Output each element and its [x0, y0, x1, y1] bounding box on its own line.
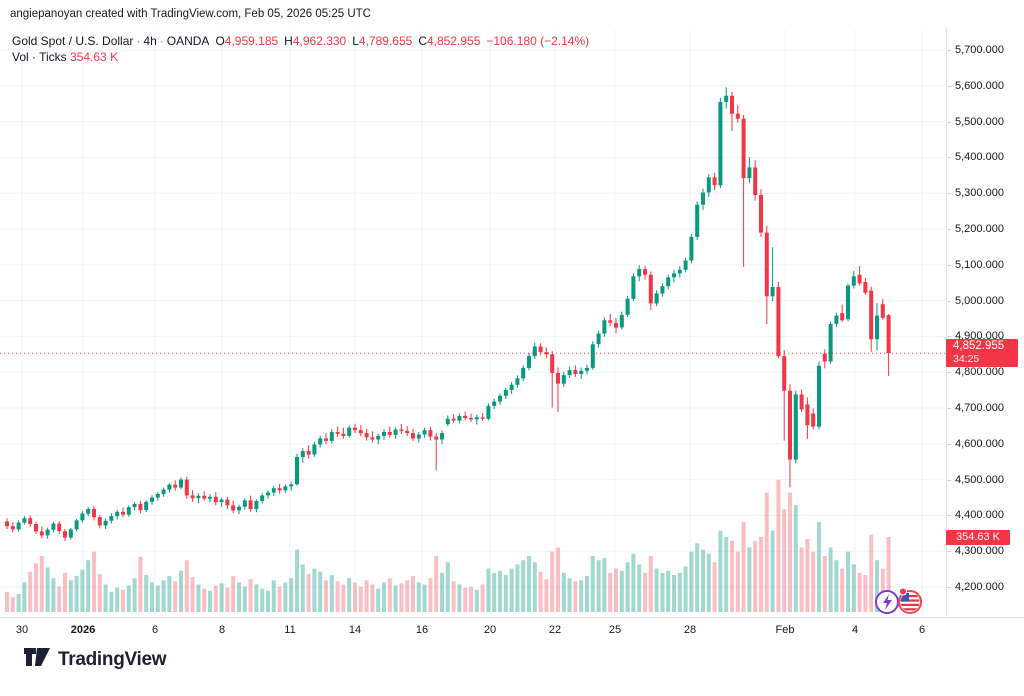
- price-axis-label: 5,400.000: [955, 151, 1004, 164]
- change-readout: −106.180 (−2.14%): [486, 34, 590, 48]
- price-axis-label: 4,500.000: [955, 473, 1004, 486]
- time-axis-label: 11: [284, 624, 296, 636]
- price-tick: [947, 229, 951, 230]
- time-axis-label: 4: [851, 624, 859, 636]
- time-axis-label: 28: [683, 624, 697, 636]
- symbol-title[interactable]: Gold Spot / U.S. Dollar: [12, 34, 134, 48]
- time-axis-label: 14: [348, 624, 362, 636]
- time-axis-label: 2026: [70, 624, 96, 636]
- price-tick: [947, 193, 951, 195]
- price-tick: [947, 336, 951, 338]
- us-flag-event-icon[interactable]: [898, 587, 922, 614]
- legend-symbol-row[interactable]: Gold Spot / U.S. Dollar · 4h · OANDA O4,959.1…: [12, 34, 590, 48]
- price-tick: [947, 408, 951, 409]
- ohlc-value: 4,962.330: [292, 34, 347, 48]
- economic-event-badges: [875, 587, 922, 614]
- exchange-label[interactable]: OANDA: [166, 34, 210, 48]
- interval-label[interactable]: 4h: [143, 34, 157, 48]
- candlestick-chart[interactable]: [0, 0, 1024, 617]
- price-axis-label: 5,200.000: [955, 223, 1004, 235]
- volume-axis-label: 354.63 K: [946, 529, 1010, 545]
- price-axis[interactable]: 5,700.000 5,600.000 5,500.000 5,400.000 5,30…: [946, 28, 1024, 616]
- time-axis-label: 6: [151, 624, 159, 636]
- lightning-event-icon[interactable]: [875, 590, 899, 614]
- price-tick: [947, 157, 951, 159]
- price-tick: [947, 121, 951, 123]
- price-axis-label: 5,100.000: [955, 258, 1004, 271]
- price-axis-label: 4,400.000: [955, 509, 1004, 522]
- event-notification-dot: [899, 587, 907, 596]
- chart-legend: Gold Spot / U.S. Dollar · 4h · OANDA O4,959.1…: [12, 33, 589, 65]
- ohlc-value: 4,789.655: [358, 34, 413, 48]
- price-axis-label: 4,600.000: [955, 437, 1004, 450]
- tradingview-logo[interactable]: TradingView: [24, 648, 167, 672]
- ohlc-value: 4,959.185: [224, 34, 279, 48]
- price-axis-label: 5,300.000: [955, 187, 1004, 200]
- legend-volume-row[interactable]: Vol · Ticks 354.63 K: [12, 49, 589, 65]
- time-axis-label: 30: [15, 624, 29, 636]
- price-axis-label: 5,500.000: [955, 115, 1004, 128]
- price-axis-label: 5,700.000: [955, 44, 1004, 56]
- time-axis-label: 6: [918, 624, 926, 636]
- price-tick: [947, 264, 951, 266]
- price-axis-label: 4,800.000: [955, 366, 1004, 379]
- time-axis-label: 22: [548, 624, 562, 636]
- ohlc-key: C: [418, 34, 427, 48]
- price-axis-label: 4,700.000: [955, 402, 1004, 414]
- price-tick: [947, 50, 951, 51]
- bar-countdown: 34:25: [953, 353, 980, 366]
- tradingview-logo-icon: [24, 648, 50, 666]
- tradingview-logo-text: TradingView: [58, 649, 167, 670]
- time-axis-label: 20: [483, 624, 497, 636]
- price-tick: [947, 443, 951, 445]
- time-axis-label: 8: [218, 624, 226, 636]
- price-tick: [947, 587, 951, 588]
- price-axis-label: 5,000.000: [955, 294, 1004, 307]
- time-axis-label: Feb: [775, 624, 795, 636]
- ohlc-key: H: [284, 34, 293, 48]
- time-axis-label: 25: [608, 624, 622, 636]
- time-axis-label: 16: [415, 624, 429, 636]
- ohlc-value: 4,852.955: [426, 34, 481, 48]
- price-tick: [947, 479, 951, 481]
- price-tick: [947, 551, 951, 553]
- price-tick: [947, 372, 951, 374]
- price-tick: [947, 85, 951, 87]
- time-axis[interactable]: 30 2026 6 8 11 14 16 20 22 25 28 Feb 4 6: [0, 617, 1024, 643]
- ohlc-key: O: [215, 34, 225, 48]
- price-tick: [947, 300, 951, 302]
- price-axis-label: 4,300.000: [955, 545, 1004, 558]
- volume-indicator-label[interactable]: Vol · Ticks: [12, 50, 67, 64]
- price-axis-label: 4,200.000: [955, 581, 1004, 593]
- ohlc-readout: O4,959.185 H4,962.330 L4,789.655 C4,852.955: [209, 34, 480, 48]
- price-axis-label: 5,600.000: [955, 79, 1004, 92]
- ohlc-key: L: [352, 34, 359, 48]
- current-price-label: 4,852.955 34:25: [946, 339, 1018, 368]
- current-price-value: 4,852.955: [953, 340, 1005, 353]
- creator-attribution-text: angiepanoyan created with TradingView.co…: [10, 8, 371, 20]
- volume-value: 354.63 K: [70, 50, 119, 64]
- price-tick: [947, 515, 951, 517]
